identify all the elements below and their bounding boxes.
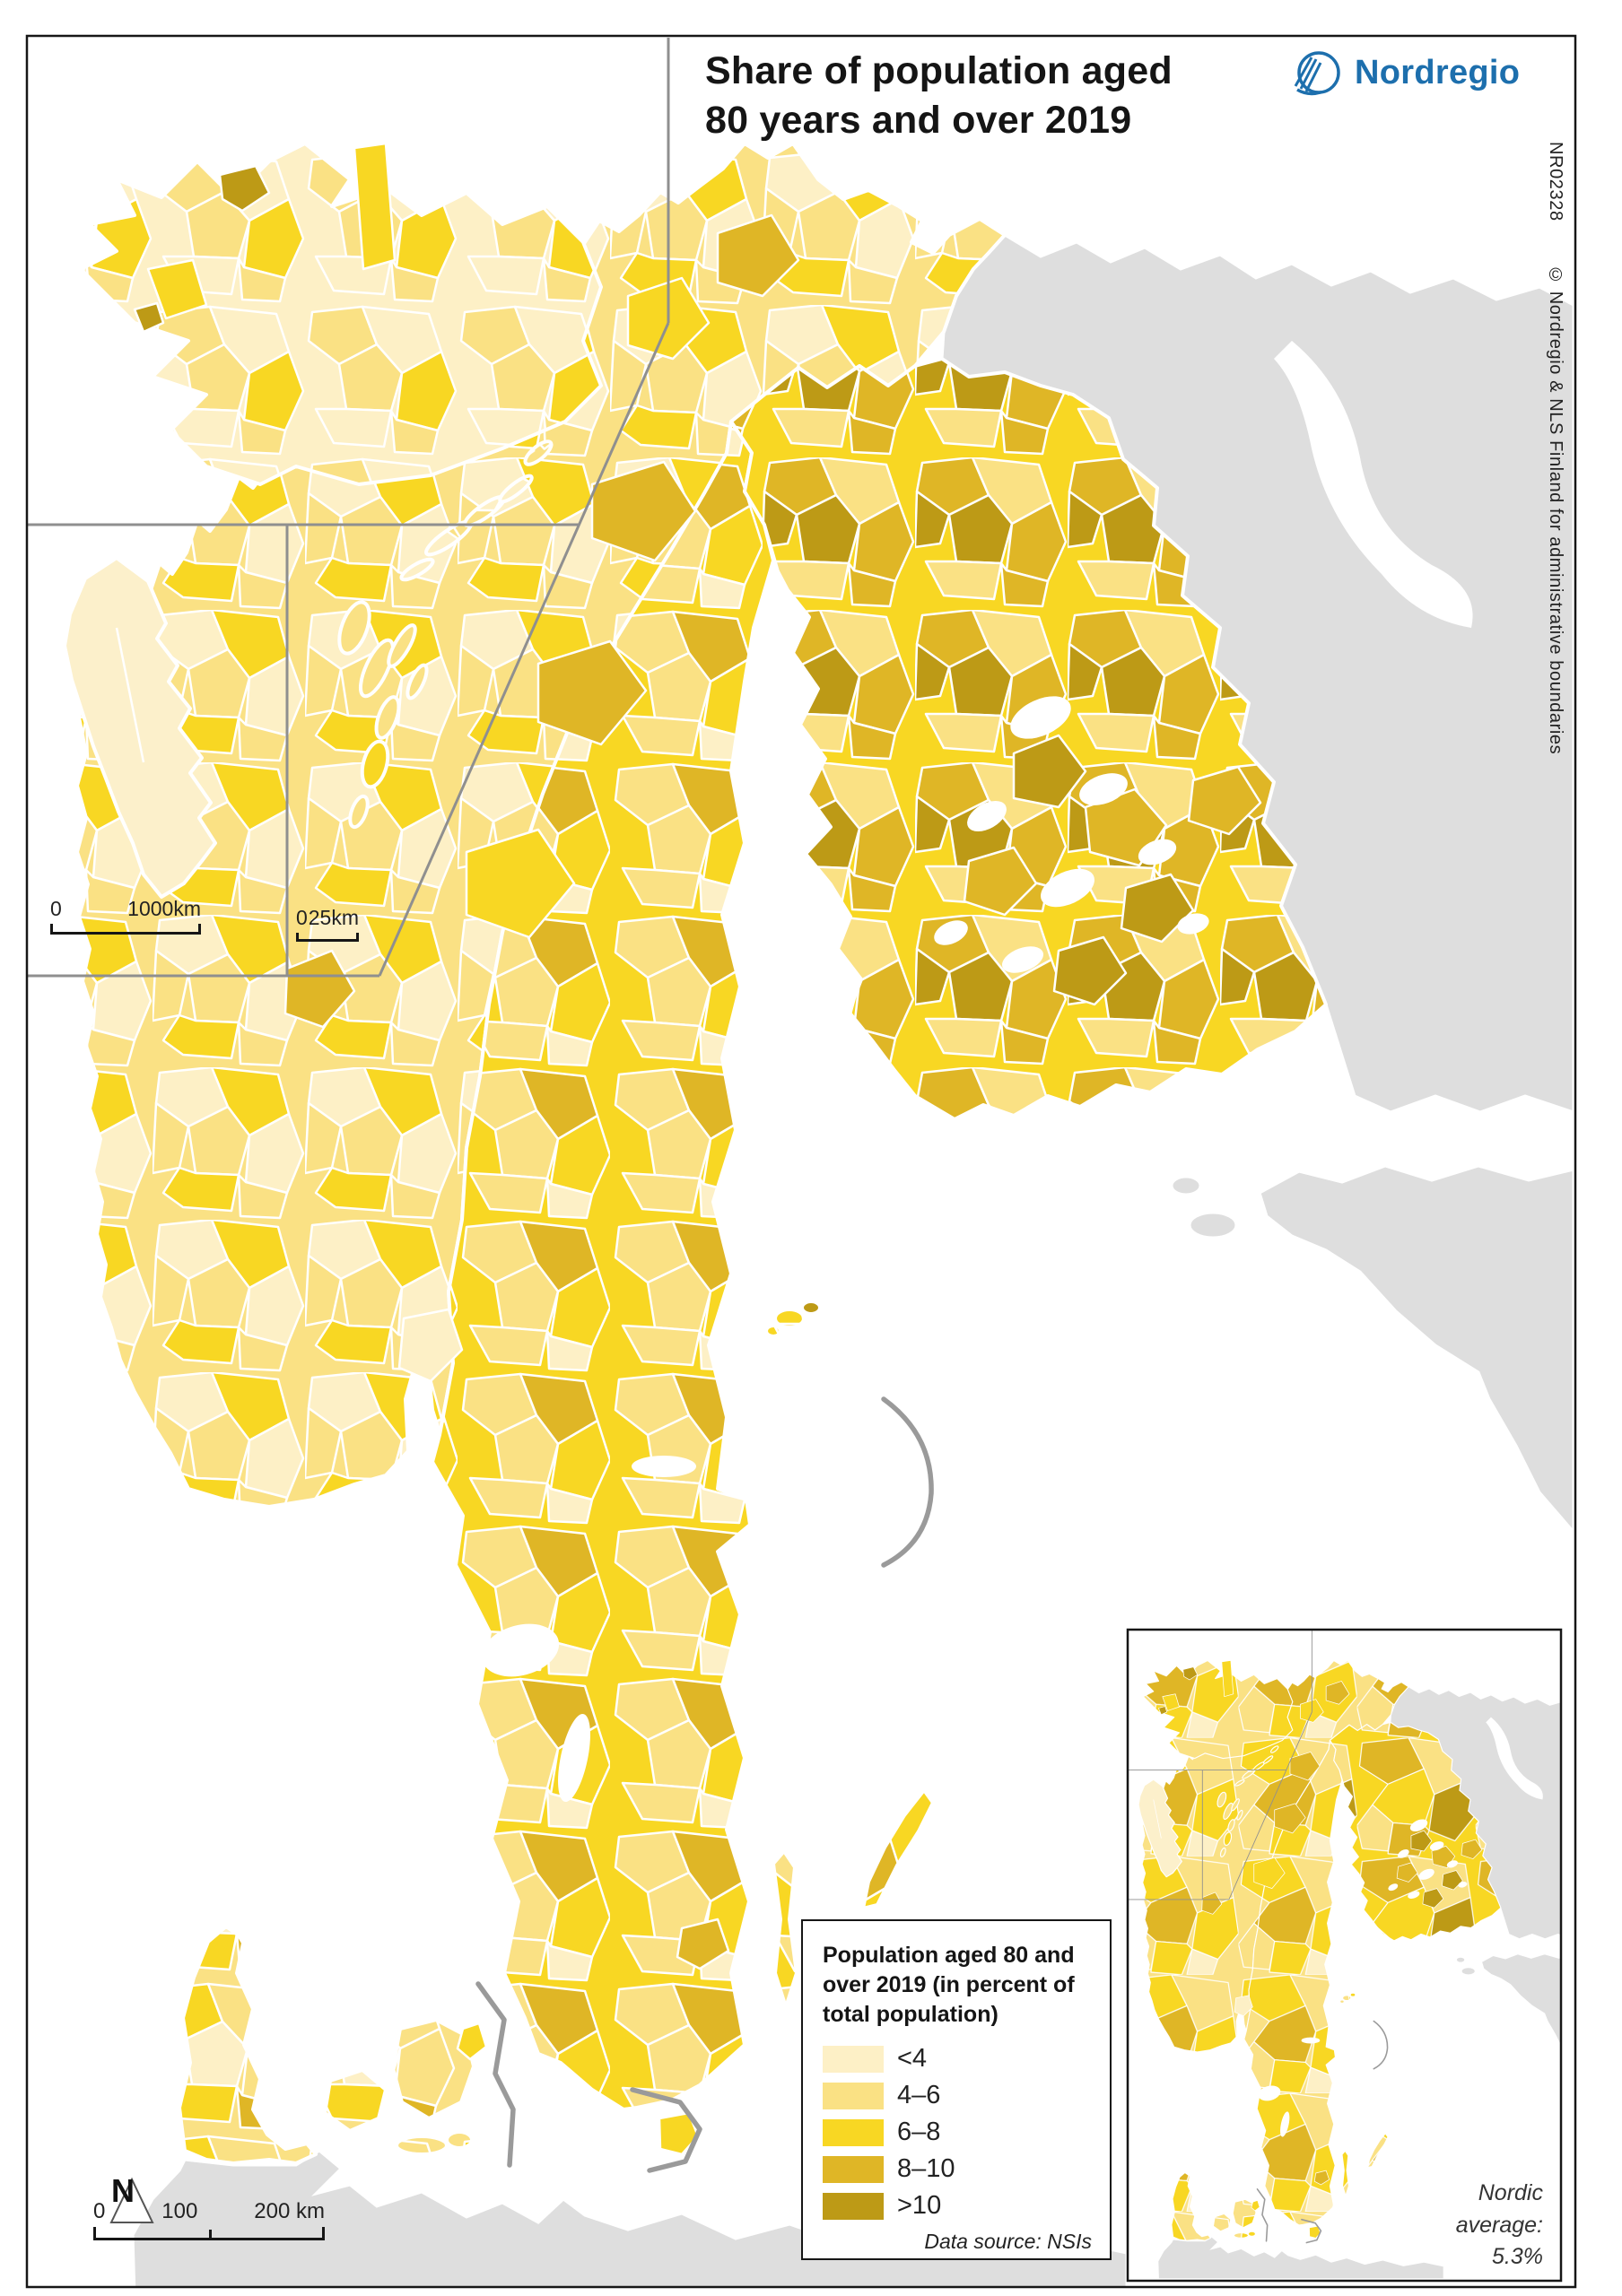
copyright-credit: © Nordregio & NLS Finland for administra… [1546,265,1565,755]
legend-row: <4 [823,2044,1092,2074]
scale-label: 25km [308,906,359,929]
compass-label: N [111,2172,135,2209]
scale-label: 0 [93,2199,106,2223]
data-source-note: Data source: NSIs [924,2230,1092,2253]
nordregio-swan-icon [1294,51,1340,96]
legend-row: 8–10 [823,2154,1092,2184]
scale-bar-line [296,933,359,942]
scale-bar-main: 0 100 200 km [93,2199,325,2240]
map-title: Share of population aged 80 years and ov… [705,49,1173,143]
legend-rows: <4 4–6 6–8 8–10 >10 [823,2044,1092,2221]
legend-label: 4–6 [897,2081,941,2109]
legend-swatch [823,2155,884,2183]
overview-inset-layer [1128,1630,1561,2281]
scale-bar-faroe-inset: 0 25km [296,906,359,942]
north-arrow-icon [109,2177,154,2223]
scale-label: 0 [50,897,62,920]
scale-label: 100 [161,2199,198,2223]
compass: N [104,2172,158,2210]
legend-swatch [823,2045,884,2073]
map-frame [25,34,1577,2289]
nordic-average-note: Nordic average: 5.3% [1455,2180,1543,2269]
scale-bar-line [50,924,201,935]
scale-bar-line [93,2227,325,2240]
legend-label: 8–10 [897,2154,955,2183]
nordregio-logo-text: Nordregio [1355,53,1521,91]
legend-swatch [823,2118,884,2146]
legend-row: 6–8 [823,2118,1092,2147]
legend-label: 6–8 [897,2118,941,2146]
legend-box: Population aged 80 and over 2019 (in per… [801,1919,1112,2260]
scale-label: 200 km [254,2199,325,2223]
overview-inset-border [1126,1628,1563,2283]
legend-label: <4 [897,2044,928,2073]
legend-swatch [823,2192,884,2220]
legend-swatch [823,2082,884,2109]
map-code: NR02328 [1546,142,1565,222]
legend-title: Population aged 80 and over 2019 (in per… [823,1943,1075,2027]
legend-row: 4–6 [823,2081,1092,2110]
scale-label: 0 [296,906,308,929]
nordregio-logo: Nordregio [1288,47,1520,99]
legend-row: >10 [823,2191,1092,2221]
scale-label: 1000km [127,897,201,920]
legend-label: >10 [897,2191,942,2220]
scale-bar-greenland-inset: 0 1000km [50,897,201,935]
